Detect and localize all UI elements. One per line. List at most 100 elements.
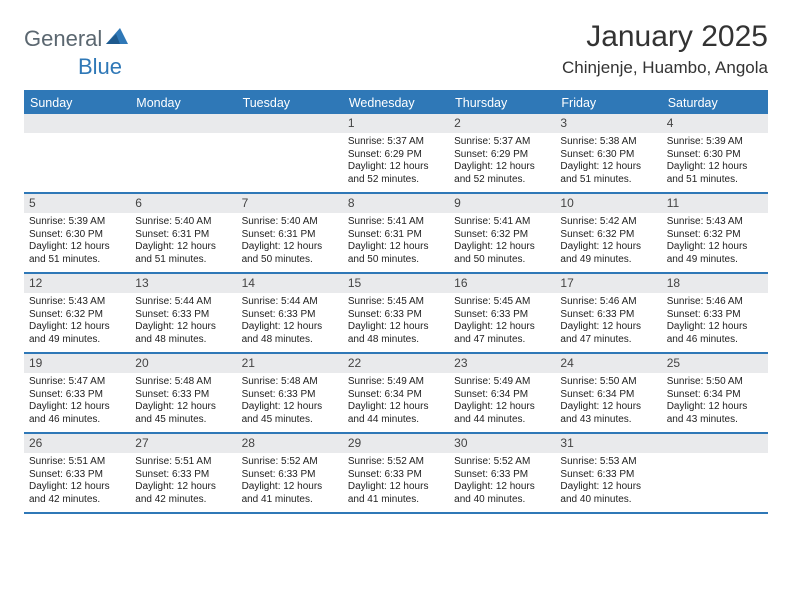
location: Chinjenje, Huambo, Angola	[562, 58, 768, 78]
day-number: 25	[662, 354, 768, 373]
day-ss: Sunset: 6:33 PM	[135, 469, 231, 482]
day-sr: Sunrise: 5:46 AM	[667, 296, 763, 309]
day-number: 3	[555, 114, 661, 133]
day-number: 4	[662, 114, 768, 133]
day-cell: 21Sunrise: 5:48 AMSunset: 6:33 PMDayligh…	[237, 354, 343, 432]
day-body: Sunrise: 5:44 AMSunset: 6:33 PMDaylight:…	[237, 293, 343, 352]
day-ss: Sunset: 6:31 PM	[348, 229, 444, 242]
day-d2: and 42 minutes.	[29, 494, 125, 507]
day-cell: 18 Sunrise: 5:46 AMSunset: 6:33 PMDayligh…	[662, 274, 768, 352]
day-sr: Sunrise: 5:46 AM	[560, 296, 656, 309]
day-ss: Sunset: 6:29 PM	[348, 149, 444, 162]
day-ss: Sunset: 6:33 PM	[29, 389, 125, 402]
day-d1: Daylight: 12 hours	[560, 161, 656, 174]
day-d1: Daylight: 12 hours	[29, 481, 125, 494]
day-sr: Sunrise: 5:48 AM	[242, 376, 338, 389]
day-number: 20	[130, 354, 236, 373]
day-d2: and 41 minutes.	[348, 494, 444, 507]
day-d1: Daylight: 12 hours	[348, 481, 444, 494]
day-d1: Daylight: 12 hours	[135, 401, 231, 414]
day-number: 24	[555, 354, 661, 373]
day-d1: Daylight: 12 hours	[135, 241, 231, 254]
day-body: Sunrise: 5:45 AMSunset: 6:33 PMDaylight:…	[343, 293, 449, 352]
day-d2: and 40 minutes.	[454, 494, 550, 507]
day-cell: 8Sunrise: 5:41 AMSunset: 6:31 PMDaylight…	[343, 194, 449, 272]
day-d2: and 47 minutes.	[560, 334, 656, 347]
day-sr: Sunrise: 5:45 AM	[454, 296, 550, 309]
day-body: Sunrise: 5:41 AMSunset: 6:32 PMDaylight:…	[449, 213, 555, 272]
day-sr: Sunrise: 5:51 AM	[29, 456, 125, 469]
day-ss: Sunset: 6:34 PM	[560, 389, 656, 402]
day-sr: Sunrise: 5:51 AM	[135, 456, 231, 469]
day-number	[130, 114, 236, 133]
day-cell: 31Sunrise: 5:53 AMSunset: 6:33 PMDayligh…	[555, 434, 661, 512]
day-d2: and 49 minutes.	[667, 254, 763, 267]
day-number: 18	[662, 274, 768, 293]
day-d2: and 40 minutes.	[560, 494, 656, 507]
day-d1: Daylight: 12 hours	[667, 401, 763, 414]
day-body: Sunrise: 5:51 AMSunset: 6:33 PMDaylight:…	[130, 453, 236, 512]
day-d1: Daylight: 12 hours	[348, 161, 444, 174]
day-d1: Daylight: 12 hours	[29, 401, 125, 414]
day-d2: and 48 minutes.	[242, 334, 338, 347]
day-number	[662, 434, 768, 453]
day-cell: 20Sunrise: 5:48 AMSunset: 6:33 PMDayligh…	[130, 354, 236, 432]
day-d2: and 45 minutes.	[242, 414, 338, 427]
day-body: Sunrise: 5:50 AMSunset: 6:34 PMDaylight:…	[662, 373, 768, 432]
day-d2: and 50 minutes.	[454, 254, 550, 267]
week-row: 12Sunrise: 5:43 AMSunset: 6:32 PMDayligh…	[24, 274, 768, 354]
day-d1: Daylight: 12 hours	[348, 321, 444, 334]
day-d2: and 46 minutes.	[29, 414, 125, 427]
day-cell	[130, 114, 236, 192]
day-ss: Sunset: 6:29 PM	[454, 149, 550, 162]
day-cell: 29Sunrise: 5:52 AMSunset: 6:33 PMDayligh…	[343, 434, 449, 512]
day-d2: and 49 minutes.	[29, 334, 125, 347]
day-number: 1	[343, 114, 449, 133]
day-cell: 12Sunrise: 5:43 AMSunset: 6:32 PMDayligh…	[24, 274, 130, 352]
header: General January 2025 Chinjenje, Huambo, …	[24, 20, 768, 78]
day-number: 22	[343, 354, 449, 373]
day-sr: Sunrise: 5:45 AM	[348, 296, 444, 309]
logo: General	[24, 26, 112, 52]
day-d2: and 43 minutes.	[667, 414, 763, 427]
logo-text-blue: Blue	[78, 54, 122, 80]
day-cell: 19Sunrise: 5:47 AMSunset: 6:33 PMDayligh…	[24, 354, 130, 432]
day-d1: Daylight: 12 hours	[560, 241, 656, 254]
day-number: 26	[24, 434, 130, 453]
day-d1: Daylight: 12 hours	[454, 401, 550, 414]
day-number: 28	[237, 434, 343, 453]
day-d1: Daylight: 12 hours	[560, 401, 656, 414]
day-number: 16	[449, 274, 555, 293]
day-d2: and 48 minutes.	[135, 334, 231, 347]
day-sr: Sunrise: 5:40 AM	[242, 216, 338, 229]
day-sr: Sunrise: 5:39 AM	[667, 136, 763, 149]
day-d1: Daylight: 12 hours	[29, 241, 125, 254]
dow-sun: Sunday	[24, 92, 130, 114]
day-ss: Sunset: 6:33 PM	[348, 309, 444, 322]
day-body: Sunrise: 5:37 AMSunset: 6:29 PMDaylight:…	[449, 133, 555, 192]
day-cell: 2Sunrise: 5:37 AMSunset: 6:29 PMDaylight…	[449, 114, 555, 192]
day-d2: and 47 minutes.	[454, 334, 550, 347]
day-ss: Sunset: 6:34 PM	[348, 389, 444, 402]
day-number: 17	[555, 274, 661, 293]
day-sr: Sunrise: 5:52 AM	[454, 456, 550, 469]
day-ss: Sunset: 6:34 PM	[667, 389, 763, 402]
day-ss: Sunset: 6:33 PM	[667, 309, 763, 322]
day-cell: 14Sunrise: 5:44 AMSunset: 6:33 PMDayligh…	[237, 274, 343, 352]
day-ss: Sunset: 6:33 PM	[242, 389, 338, 402]
day-number: 23	[449, 354, 555, 373]
day-d2: and 46 minutes.	[667, 334, 763, 347]
day-d1: Daylight: 12 hours	[454, 321, 550, 334]
day-body: Sunrise: 5:50 AMSunset: 6:34 PMDaylight:…	[555, 373, 661, 432]
day-number: 19	[24, 354, 130, 373]
day-body: Sunrise: 5:40 AMSunset: 6:31 PMDaylight:…	[130, 213, 236, 272]
day-body: Sunrise: 5:44 AMSunset: 6:33 PMDaylight:…	[130, 293, 236, 352]
day-d1: Daylight: 12 hours	[667, 321, 763, 334]
dow-row: Sunday Monday Tuesday Wednesday Thursday…	[24, 92, 768, 114]
day-d1: Daylight: 12 hours	[348, 241, 444, 254]
day-d2: and 43 minutes.	[560, 414, 656, 427]
day-cell: 30Sunrise: 5:52 AMSunset: 6:33 PMDayligh…	[449, 434, 555, 512]
day-number: 15	[343, 274, 449, 293]
day-d2: and 48 minutes.	[348, 334, 444, 347]
day-d2: and 44 minutes.	[348, 414, 444, 427]
